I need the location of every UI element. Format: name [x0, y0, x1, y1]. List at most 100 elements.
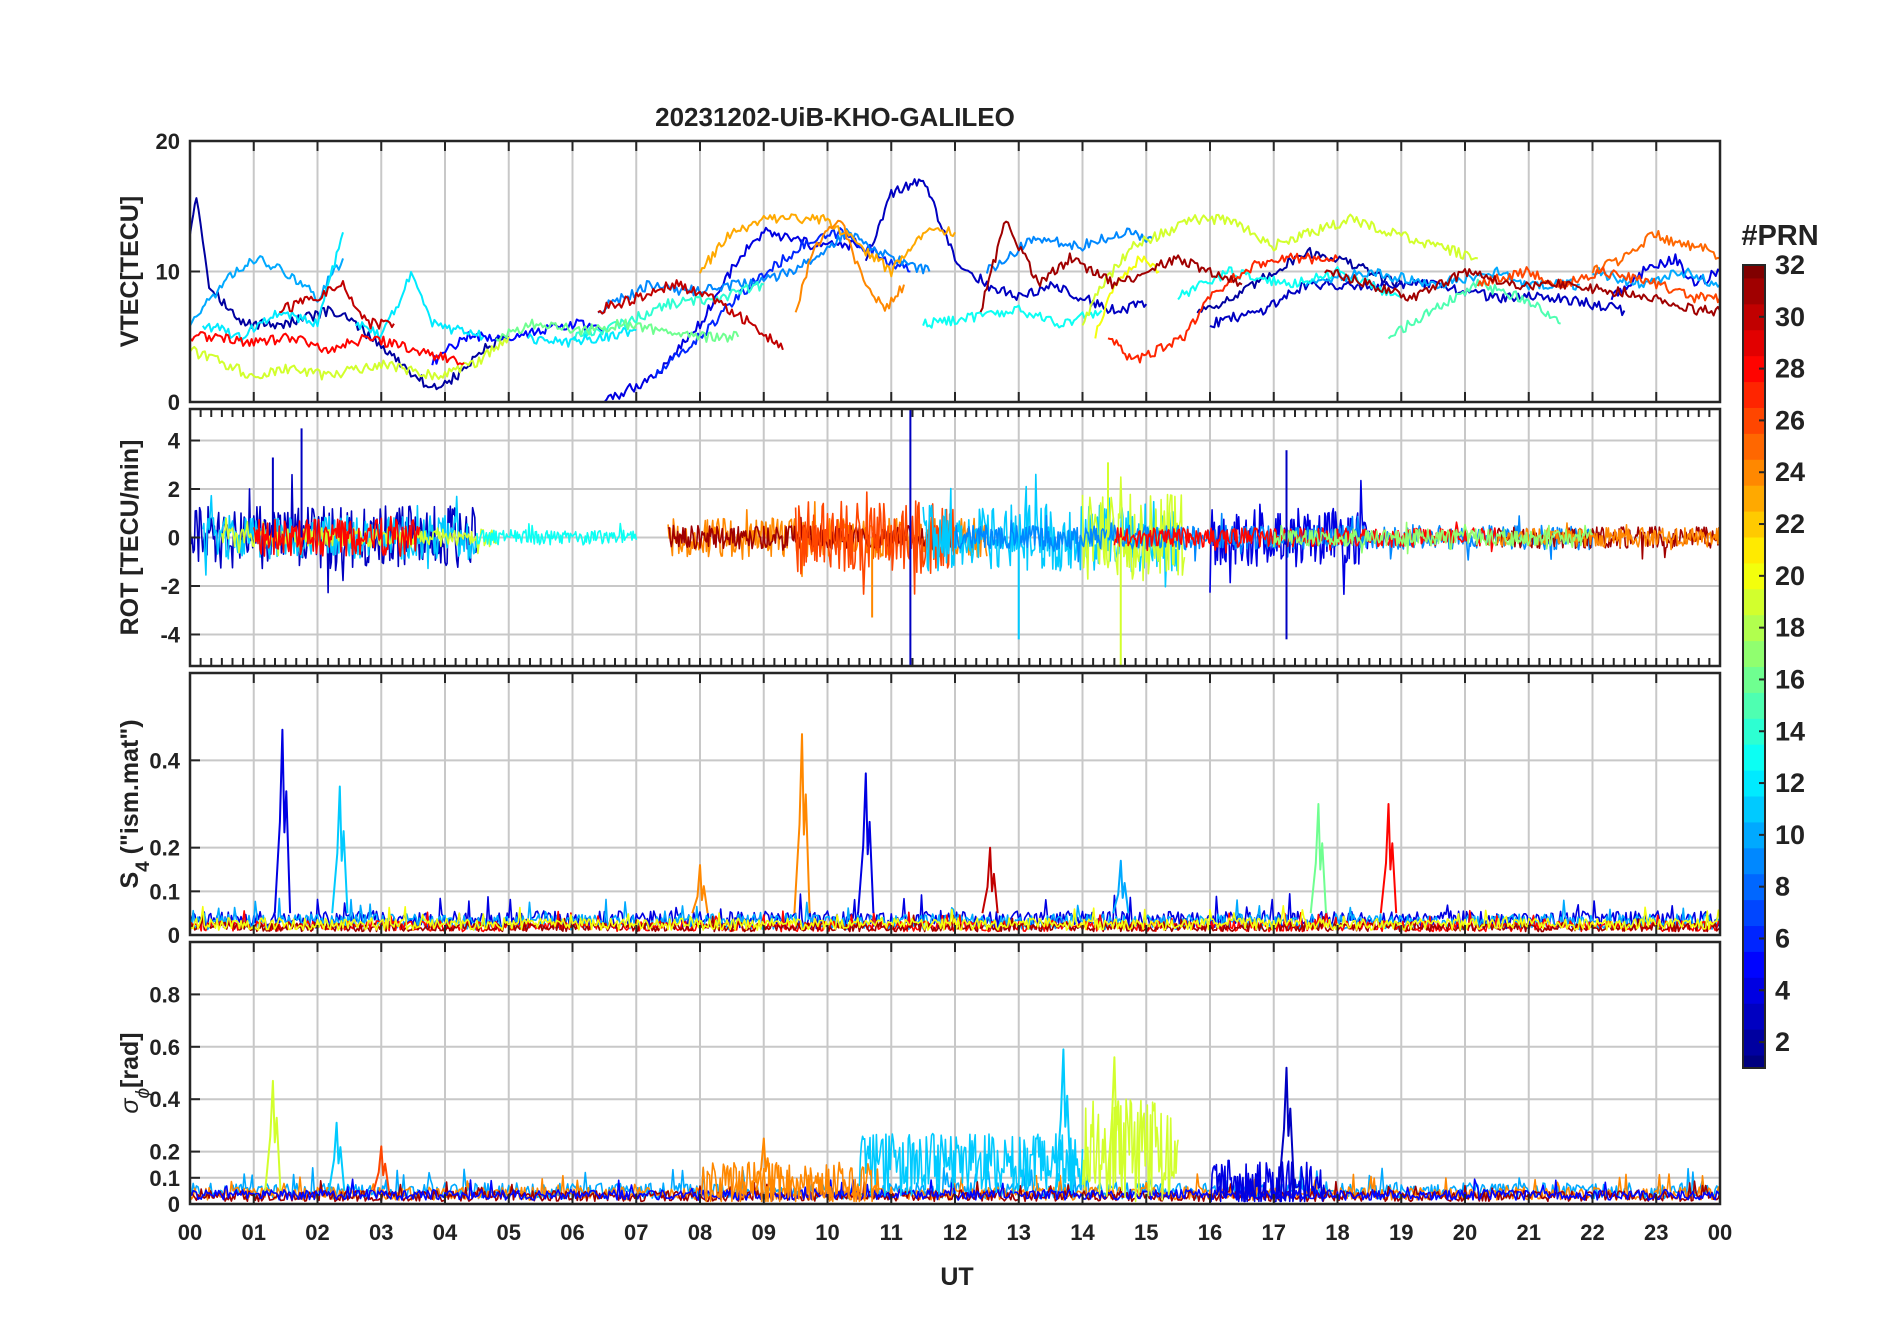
x-tick-label: 05 [497, 1220, 521, 1245]
vtec-series-line [699, 213, 956, 278]
colorbar-tick-label: 24 [1775, 457, 1805, 487]
vtec-series-line [985, 227, 1154, 274]
vtec-series-line [1591, 266, 1720, 289]
vtec-series-line [1387, 278, 1561, 340]
colorbar-tick-label: 16 [1775, 664, 1805, 694]
colorbar-segment [1743, 821, 1765, 849]
y-tick-label: -2 [160, 574, 180, 599]
x-tick-label: 00 [178, 1220, 202, 1245]
x-tick-label: 12 [943, 1220, 967, 1245]
peak-line [264, 1079, 282, 1191]
colorbar-tick-label: 28 [1775, 354, 1805, 384]
vtec-series-line [279, 280, 395, 330]
peak-line [372, 1145, 390, 1192]
vtec-series-line [597, 279, 784, 351]
colorbar-tick-label: 8 [1775, 872, 1790, 902]
vtec-series-line [527, 327, 637, 348]
vtec-series-line [1094, 255, 1160, 339]
y-axis-label: σϕ[rad] [116, 1032, 154, 1113]
rot-series-line [1113, 521, 1498, 554]
colorbar-segment [1743, 536, 1765, 564]
colorbar-tick-label: 10 [1775, 820, 1805, 850]
x-tick-label: 02 [305, 1220, 329, 1245]
x-tick-label: 08 [688, 1220, 712, 1245]
x-tick-label: 14 [1070, 1220, 1095, 1245]
vtec-series-line [190, 197, 510, 391]
rot-series-line [1273, 521, 1594, 555]
peak-line [755, 1137, 773, 1192]
colorbar-segment [1743, 614, 1765, 642]
vtec-series-line [190, 336, 510, 381]
vtec-series-line [1476, 266, 1720, 304]
y-label-unit: [rad] [116, 1032, 144, 1088]
vtec-series-line [922, 304, 1103, 329]
figure-title: 20231202-UiB-KHO-GALILEO [655, 102, 1015, 132]
peak-line [1054, 1048, 1072, 1191]
vtec-series-line [1209, 278, 1626, 329]
peak-line [981, 846, 999, 914]
s4-series-line [190, 904, 1720, 932]
x-tick-label: 20 [1453, 1220, 1477, 1245]
peak-line [1379, 803, 1398, 914]
colorbar-segment [1743, 951, 1765, 978]
colorbar-segment [1743, 692, 1765, 719]
peak-line [691, 864, 709, 914]
vtec-series-line [354, 271, 485, 341]
y-tick-label: 0.2 [149, 836, 180, 861]
rot-series-line [1209, 479, 1371, 596]
x-tick-label: 15 [1134, 1220, 1158, 1245]
sigma-burst-line [699, 1161, 880, 1203]
x-tick-label: 04 [433, 1220, 458, 1245]
rot-series-line [476, 522, 638, 546]
x-tick-label: 18 [1325, 1220, 1349, 1245]
peak-line [1277, 1066, 1296, 1191]
y-tick-label: 0.1 [149, 879, 180, 904]
colorbar-segment [1743, 355, 1765, 383]
x-tick-label: 10 [815, 1220, 839, 1245]
y-tick-label: 10 [156, 260, 180, 285]
sigma-burst-line [1209, 1159, 1326, 1203]
colorbar-tick-label: 6 [1775, 923, 1790, 953]
vtec-series-line [431, 318, 605, 366]
vtec-series-line [495, 318, 740, 343]
x-tick-label: 17 [1262, 1220, 1286, 1245]
x-tick-label: 06 [560, 1220, 584, 1245]
x-tick-label: 07 [624, 1220, 648, 1245]
y-tick-label: 0.1 [149, 1166, 180, 1191]
x-tick-label: 13 [1007, 1220, 1031, 1245]
colorbar-tick-label: 20 [1775, 561, 1805, 591]
x-tick-label: 11 [880, 1220, 903, 1245]
x-tick-label: 22 [1580, 1220, 1604, 1245]
vtec-series-line [190, 255, 344, 327]
vtec-series-line [1196, 246, 1403, 314]
rot-panel: -4 -2 0 2 4 ROT [TECU/min] [116, 407, 1722, 668]
colorbar-segment [1743, 977, 1765, 1004]
colorbar-segment [1743, 407, 1765, 434]
data-layer [190, 409, 1720, 666]
peak-line [328, 1121, 346, 1192]
y-tick-label: 4 [168, 429, 181, 454]
peak-line [793, 733, 811, 914]
x-tick-label: 01 [242, 1220, 266, 1245]
sigma-burst-line [1081, 1098, 1179, 1203]
vtec-series-line [864, 178, 1148, 315]
y-axis-label: VTEC[TECU] [116, 196, 144, 347]
colorbar-segment [1743, 899, 1765, 927]
x-tick-label: 19 [1389, 1220, 1413, 1245]
sigma-burst-line [858, 1132, 1084, 1197]
colorbar-segment [1743, 666, 1765, 693]
x-tick-label: 03 [369, 1220, 393, 1245]
y-tick-label: 0.4 [149, 1087, 180, 1112]
y-tick-label: 2 [168, 477, 180, 502]
colorbar-segment [1743, 744, 1765, 771]
colorbar-tick-label: 4 [1775, 975, 1790, 1005]
y-axis-label: S4 ("ism.mat") [116, 719, 154, 888]
rot-series-line [1496, 522, 1720, 551]
vtec-series-line [794, 219, 905, 313]
peak-line [857, 772, 875, 914]
y-tick-label: 0.4 [149, 748, 180, 773]
y-tick-label: 0.6 [149, 1035, 180, 1060]
vtec-series-line [603, 226, 861, 402]
